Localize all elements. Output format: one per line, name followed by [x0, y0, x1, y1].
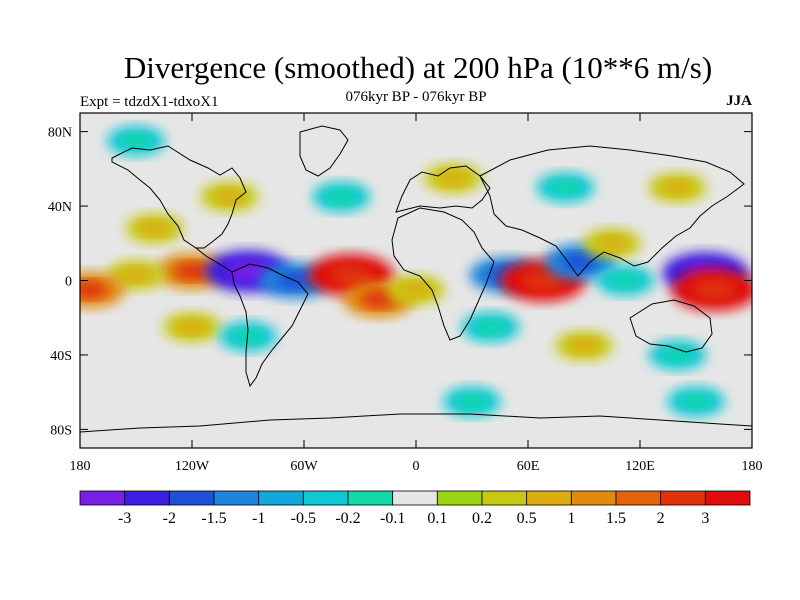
lon-tick-label: 120E — [625, 459, 655, 474]
colorbar-label: 3 — [701, 510, 709, 527]
axis-ticks: 80N 40N 0 40S 80S 180 120W 60W 0 60E 120E 180 — [48, 113, 763, 474]
colorbar-swatch — [436, 490, 483, 506]
colorbar-label: -0.5 — [291, 510, 316, 527]
divergence-feature-core — [174, 262, 210, 281]
colorbar-swatch — [79, 490, 126, 506]
divergence-feature-core — [476, 319, 506, 335]
coastline-greenland — [299, 125, 349, 177]
colorbar-label: 1.5 — [606, 510, 626, 527]
divergence-feature-core — [662, 347, 692, 363]
lat-tick-label: 80S — [50, 423, 72, 438]
divergence-feature-core — [326, 189, 356, 205]
divergence-feature-core — [662, 179, 692, 195]
lon-tick-label: 60W — [290, 459, 318, 474]
colorbar-label: 2 — [657, 510, 665, 527]
experiment-label: Expt = tdzdX1-tdxoX1 — [80, 94, 219, 110]
colorbar-swatch — [124, 490, 170, 506]
lat-tick-label: 40S — [50, 349, 72, 364]
lon-tick-label: 120W — [175, 459, 210, 474]
page-title: Divergence (smoothed) at 200 hPa (10**6 … — [123, 50, 713, 85]
colorbar-swatch — [526, 490, 572, 506]
divergence-feature-core — [80, 280, 108, 299]
coastline-africa — [391, 207, 495, 341]
colorbar-label: 1 — [567, 510, 575, 527]
coastline-south-america — [231, 263, 309, 388]
divergence-feature-core — [610, 273, 640, 288]
divergence-feature-core — [121, 133, 151, 149]
colorbar-label: 0.2 — [472, 510, 492, 527]
divergence-feature-core — [121, 267, 151, 283]
coastline-australia — [629, 299, 713, 353]
colorbar-label: -1.5 — [201, 510, 226, 527]
divergence-feature-core — [681, 393, 711, 409]
colorbar-swatch — [213, 490, 260, 506]
colorbar-swatch — [392, 490, 438, 506]
colorbar-label: -0.1 — [380, 510, 405, 527]
colorbar-swatch — [168, 490, 215, 506]
divergence-feature-core — [438, 170, 468, 186]
divergence-feature-core — [569, 338, 599, 354]
lat-tick-label: 40N — [48, 200, 72, 215]
coastline-antarctica — [80, 413, 752, 433]
colorbar-label: -2 — [163, 510, 176, 527]
colorbar-swatch — [481, 490, 528, 506]
coastlines — [80, 125, 752, 433]
divergence-feature-core — [329, 264, 373, 286]
colorbar-label: -1 — [252, 510, 265, 527]
colorbar-label: -3 — [118, 510, 131, 527]
divergence-feature-core — [360, 290, 397, 309]
colorbar-swatch — [570, 490, 617, 506]
lat-tick-label: 80N — [48, 126, 72, 141]
coastline-central-america — [195, 247, 233, 273]
divergence-feature-core — [140, 220, 170, 236]
colorbar-swatch — [660, 490, 706, 506]
colorbar-label: -0.2 — [335, 510, 360, 527]
divergence-feature-core — [597, 235, 627, 251]
lon-tick-label: 180 — [742, 459, 763, 474]
divergence-feature-core — [693, 279, 737, 301]
colorbar-label: 0.5 — [517, 510, 537, 527]
colorbar: -3 -2 -1.5 -1 -0.5 -0.2 -0.1 0.1 0.2 0.5 1 1.5 2 3 — [79, 490, 751, 527]
divergence-feature-core — [233, 328, 263, 344]
divergence-feature-core — [214, 189, 244, 205]
colorbar-swatch — [704, 490, 751, 506]
coastline-north-america — [111, 145, 247, 249]
colorbar-swatch — [615, 490, 662, 506]
lon-tick-label: 60E — [517, 459, 540, 474]
season-label: JJA — [726, 93, 752, 109]
colorbar-swatch — [347, 490, 394, 506]
period-subtitle: 076kyr BP - 076kyr BP — [345, 89, 487, 105]
divergence-feature-core — [550, 179, 580, 195]
lon-tick-label: 0 — [413, 459, 420, 474]
colorbar-label: 0.1 — [427, 510, 447, 527]
lon-tick-label: 180 — [70, 459, 91, 474]
divergence-feature-core — [521, 270, 565, 291]
divergence-feature-core — [177, 319, 207, 335]
colorbar-swatch — [258, 490, 304, 506]
coastline-asia — [479, 145, 745, 277]
divergence-feature-core — [401, 282, 431, 298]
colorbar-swatch — [302, 490, 349, 506]
divergence-feature-core — [457, 393, 487, 409]
lat-tick-label: 0 — [65, 275, 72, 290]
